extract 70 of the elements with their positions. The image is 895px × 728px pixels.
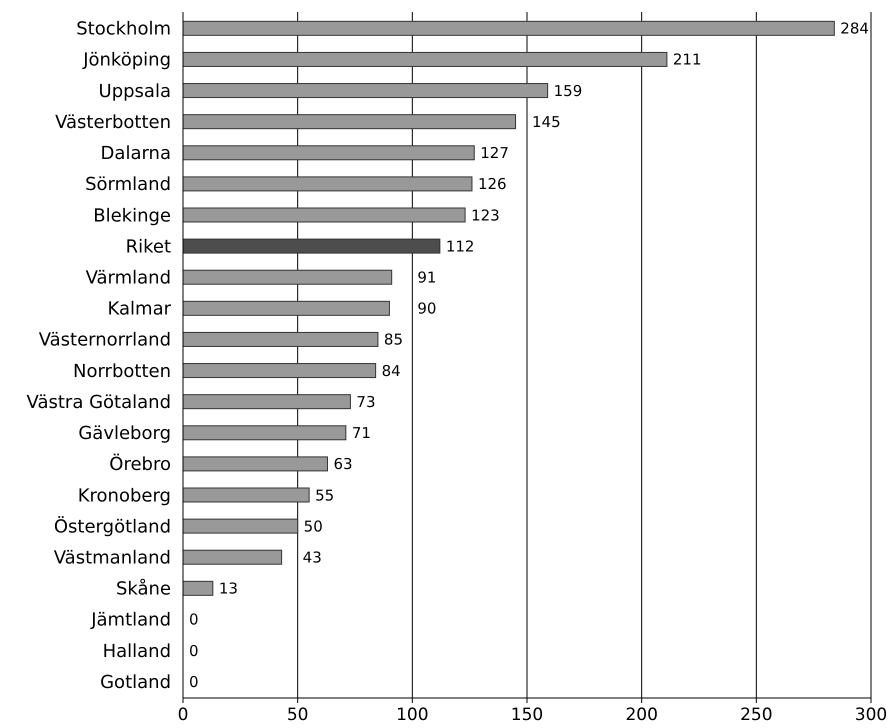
data-label: 159 [554, 82, 582, 100]
x-tick-label: 300 [854, 705, 888, 725]
bar [182, 20, 835, 36]
y-tick-label: Kalmar [108, 298, 172, 320]
y-tick-label: Gotland [100, 672, 171, 693]
data-label: 90 [417, 300, 436, 318]
y-tick-label: Västernorrland [38, 330, 171, 351]
y-tick-label: Norrbotten [73, 360, 171, 382]
data-label: 13 [218, 580, 238, 598]
data-label: 73 [356, 392, 376, 411]
bar [182, 488, 310, 502]
data-label: 145 [532, 112, 561, 131]
bar [182, 518, 298, 534]
x-tick-label: 150 [510, 705, 544, 725]
bar [182, 550, 282, 565]
bar [182, 145, 475, 160]
y-tick-label: Västerbotten [55, 112, 171, 133]
data-label: 55 [315, 486, 334, 504]
data-label: 0 [189, 642, 199, 660]
x-tick-label: 250 [740, 705, 773, 725]
data-label: 123 [471, 206, 500, 224]
data-label: 63 [333, 455, 353, 474]
data-label: 85 [384, 330, 404, 349]
data-label: 126 [478, 175, 507, 194]
y-tick-label: Halland [102, 640, 171, 662]
x-tick-label: 200 [625, 705, 658, 725]
data-label: 127 [480, 144, 509, 162]
y-tick-label: Kronoberg [78, 485, 171, 506]
y-tick-label: Gävleborg [78, 423, 171, 444]
data-label: 91 [417, 268, 436, 286]
y-tick-label: Blekinge [93, 205, 171, 226]
y-tick-label: Sörmland [85, 174, 171, 196]
bar [182, 114, 516, 130]
y-tick-label: Västmanland [54, 548, 171, 569]
y-tick-label: Östergötland [54, 515, 171, 538]
data-label: 112 [446, 237, 474, 256]
y-tick-label: Dalarna [100, 143, 171, 164]
y-tick-label: Jämtland [90, 610, 171, 631]
bar [182, 425, 346, 440]
data-label: 50 [304, 517, 323, 536]
bar [182, 238, 440, 254]
bar [182, 300, 390, 316]
bar [182, 83, 548, 98]
y-tick-label: Jönköping [82, 50, 171, 71]
y-tick-label: Uppsala [98, 80, 171, 102]
y-tick-label: Örebro [109, 453, 171, 476]
y-tick-label: Riket [126, 236, 171, 258]
data-label: 43 [302, 548, 322, 566]
bar [182, 363, 376, 378]
bar [182, 580, 214, 596]
x-tick-label: 0 [178, 705, 188, 725]
bar [182, 394, 351, 410]
bar [182, 176, 472, 192]
bar [182, 456, 328, 472]
x-tick-label: 100 [396, 705, 429, 725]
x-tick-label: 50 [286, 705, 308, 725]
y-tick-label: Skåne [116, 578, 171, 600]
data-label: 84 [382, 362, 401, 380]
data-label: 0 [189, 610, 199, 629]
y-tick-label: Västra Götaland [26, 392, 171, 413]
data-label: 211 [672, 50, 702, 69]
bar [182, 52, 668, 67]
bar [182, 270, 392, 285]
data-label: 71 [352, 424, 371, 442]
bar [182, 332, 378, 347]
bar [182, 208, 466, 222]
data-label: 0 [189, 672, 199, 691]
y-tick-label: Värmland [86, 268, 171, 289]
y-tick-label: Stockholm [76, 18, 171, 40]
data-label: 284 [840, 20, 869, 38]
